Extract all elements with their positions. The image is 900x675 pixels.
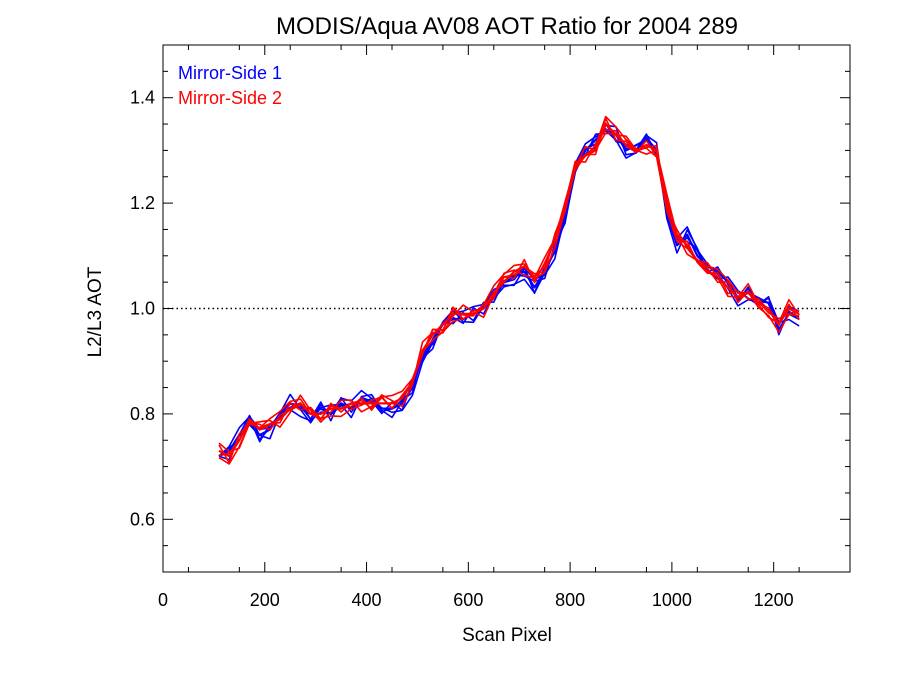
series-line-variant	[218, 117, 800, 457]
y-tick-label: 1.0	[130, 299, 155, 319]
x-tick-label: 400	[352, 590, 382, 610]
x-axis-title: Scan Pixel	[462, 625, 552, 646]
series-line-variant	[218, 129, 800, 464]
series-line-variant	[218, 115, 800, 465]
y-axis-title: L2/L3 AOT	[85, 266, 106, 357]
x-tick-label: 200	[250, 590, 280, 610]
legend-entry: Mirror-Side 2	[178, 88, 282, 108]
series-layer	[218, 115, 800, 465]
legend-entry: Mirror-Side 1	[178, 63, 282, 83]
legend: Mirror-Side 1 Mirror-Side 2	[178, 63, 282, 108]
chart-title: MODIS/Aqua AV08 AOT Ratio for 2004 289	[276, 13, 738, 40]
x-tick-label: 1000	[652, 590, 692, 610]
y-tick-label: 0.8	[130, 404, 155, 424]
x-tick-label: 600	[453, 590, 483, 610]
y-tick-label: 0.6	[130, 509, 155, 529]
y-tick-label: 1.4	[130, 88, 155, 108]
x-tick-label: 1200	[754, 590, 794, 610]
series-line-variant	[218, 132, 800, 453]
x-tick-label: 0	[158, 590, 168, 610]
axis-layer: 0 200 400 600 800 1000 1200 0.6 0.8 1.0 1.2 1.4	[130, 45, 850, 610]
y-tick-label: 1.2	[130, 193, 155, 213]
x-tick-label: 800	[555, 590, 585, 610]
